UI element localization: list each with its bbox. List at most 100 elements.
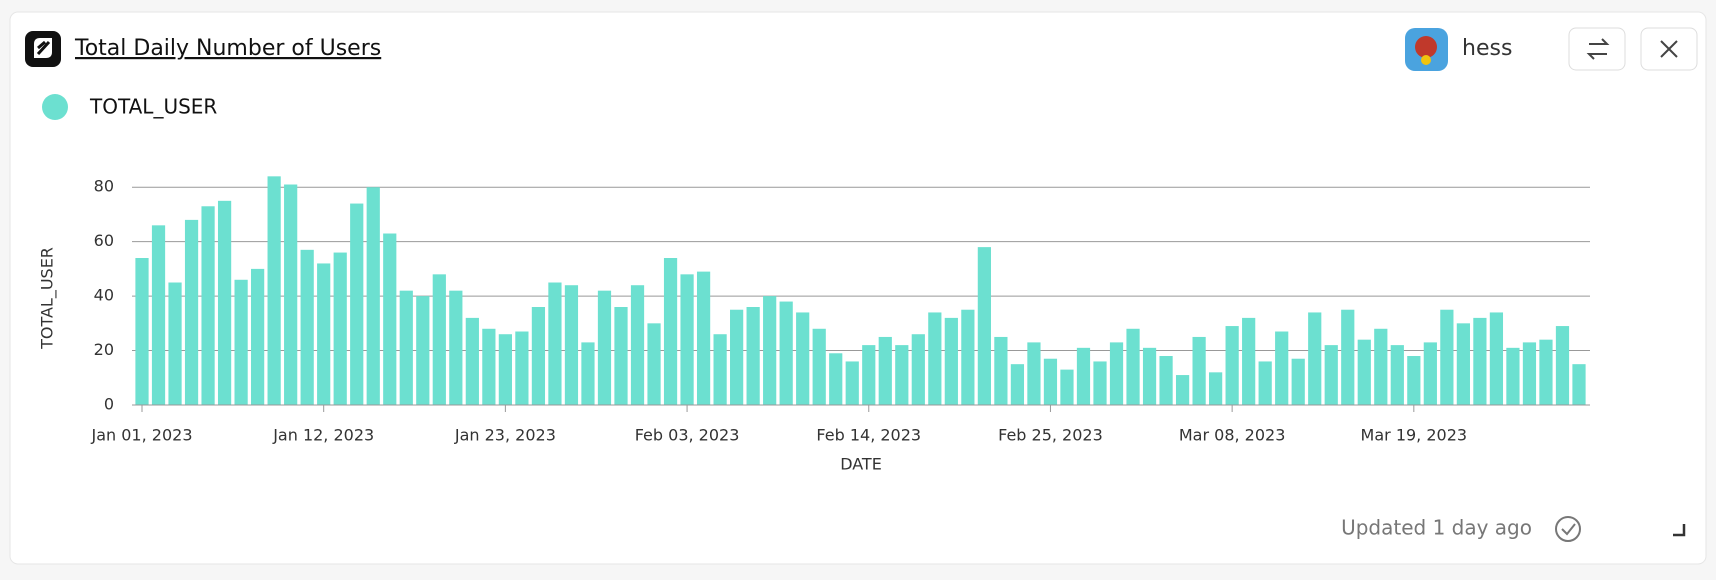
bar [1175, 375, 1190, 405]
bar [168, 282, 182, 405]
bar [1060, 369, 1074, 405]
y-tick-label: 40 [94, 286, 114, 305]
x-tick-label: Mar 08, 2023 [1179, 426, 1286, 445]
bar [416, 296, 430, 405]
bar [184, 219, 199, 405]
bar [284, 184, 298, 405]
y-tick-label: 80 [94, 177, 114, 196]
legend-label[interactable]: TOTAL_USER [89, 95, 217, 119]
bar [1324, 345, 1338, 405]
bar [1027, 342, 1041, 405]
x-tick-label: Mar 19, 2023 [1361, 426, 1468, 445]
bar [1076, 347, 1091, 405]
bar [1407, 356, 1421, 405]
bar [1209, 372, 1223, 405]
bar [1126, 328, 1140, 405]
bar [498, 334, 512, 405]
bar [647, 323, 661, 405]
bar [1010, 364, 1025, 405]
bar [845, 361, 859, 405]
resize-handle[interactable] [1673, 524, 1686, 537]
bar [1374, 328, 1388, 405]
card-bg [9, 11, 1707, 565]
swap-button[interactable] [1568, 27, 1626, 71]
bar [515, 331, 529, 405]
bar [482, 328, 496, 405]
logo [25, 31, 61, 67]
bar [829, 353, 843, 405]
bar [531, 307, 546, 405]
bar [1539, 339, 1553, 405]
bar [135, 258, 149, 405]
bar [1142, 347, 1157, 405]
plot: 0 20 40 60 80 Jan 01, 2023 Jan 12, 2023 Jan 23,… [91, 176, 1590, 445]
bar [1341, 309, 1355, 405]
close-button[interactable] [1640, 27, 1698, 71]
bar [1043, 358, 1058, 405]
bar [1456, 323, 1470, 405]
bar [1225, 326, 1239, 405]
legend-swatch [42, 94, 68, 120]
y-tick-label: 20 [94, 340, 114, 359]
bar [1159, 356, 1173, 405]
bar [928, 312, 942, 405]
bar [779, 301, 793, 405]
bar [597, 290, 612, 405]
bar [1572, 364, 1586, 405]
bar [746, 307, 760, 405]
bar [1258, 361, 1272, 405]
bar [994, 336, 1008, 405]
bar [201, 206, 215, 405]
avatar [1405, 28, 1448, 71]
x-tick-label: Jan 01, 2023 [91, 426, 193, 445]
x-tick-label: Feb 03, 2023 [635, 426, 740, 445]
x-tick-label: Feb 25, 2023 [998, 426, 1103, 445]
bar [1093, 361, 1107, 405]
bar [548, 282, 562, 405]
bar [1390, 345, 1404, 405]
bar [895, 345, 909, 405]
bar [432, 274, 446, 405]
bar [614, 307, 628, 405]
bar [1423, 342, 1437, 405]
bar [1489, 312, 1504, 405]
bar [944, 317, 958, 405]
bar [151, 225, 166, 405]
bar [333, 252, 347, 405]
bar [680, 274, 694, 405]
bar [267, 176, 281, 405]
bar [465, 317, 479, 405]
bar [1522, 342, 1537, 405]
user-name: hess [1462, 36, 1512, 61]
bar [1357, 339, 1371, 405]
update-status: Updated 1 day ago [1341, 516, 1532, 540]
bar [630, 285, 645, 405]
bar [350, 203, 364, 405]
bar [217, 200, 232, 405]
y-tick-label: 0 [104, 395, 114, 414]
card-title[interactable]: Total Daily Number of Users [74, 36, 381, 61]
bar [713, 334, 727, 405]
bar [1192, 336, 1206, 405]
bar [1440, 309, 1454, 405]
bar [796, 312, 810, 405]
bar [564, 285, 579, 405]
bar [862, 345, 876, 405]
x-axis-title: DATE [840, 455, 882, 474]
bar [449, 290, 463, 405]
x-tick-label: Jan 23, 2023 [454, 426, 556, 445]
x-tick-label: Jan 12, 2023 [272, 426, 374, 445]
bar [581, 342, 595, 405]
bar [1555, 326, 1570, 405]
bar [234, 279, 248, 405]
bar [399, 290, 413, 405]
bar [1275, 331, 1289, 405]
y-tick-label: 60 [94, 231, 114, 250]
bar [696, 271, 711, 405]
bar [300, 249, 314, 405]
bar [763, 296, 777, 405]
bar [251, 268, 265, 405]
bar [366, 187, 380, 405]
